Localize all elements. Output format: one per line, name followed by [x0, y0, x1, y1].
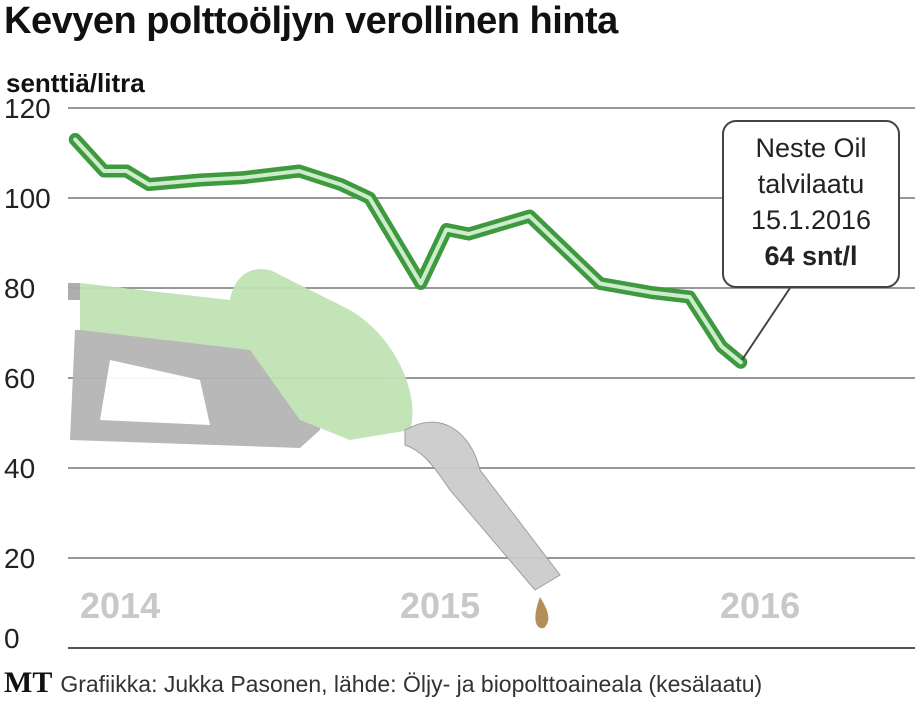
y-tick-label: 0	[4, 623, 20, 654]
y-tick-label: 100	[4, 183, 51, 214]
x-tick-label: 2014	[80, 585, 160, 626]
callout-pointer	[741, 287, 791, 361]
callout-line2: talvilaatu	[757, 169, 865, 199]
callout-line1: Neste Oil	[755, 133, 867, 163]
annotation-callout: Neste Oil talvilaatu 15.1.2016 64 snt/l	[722, 120, 900, 288]
y-tick-label: 80	[4, 273, 35, 304]
callout-value: 64 snt/l	[764, 241, 858, 271]
drop-icon	[535, 597, 549, 629]
y-tick-label: 60	[4, 363, 35, 394]
chart-title: Kevyen polttoöljyn verollinen hinta	[4, 0, 618, 42]
y-tick-label: 20	[4, 543, 35, 574]
footer: MT Grafiikka: Jukka Pasonen, lähde: Öljy-…	[4, 666, 762, 700]
y-axis-label: senttiä/litra	[6, 68, 145, 98]
price-line-highlight	[73, 137, 743, 365]
mt-logo: MT	[4, 666, 53, 699]
y-tick-label: 120	[4, 93, 51, 124]
callout-line3: 15.1.2016	[750, 205, 872, 235]
y-tick-label: 40	[4, 453, 35, 484]
fuel-nozzle-illustration	[68, 268, 561, 629]
x-tick-label: 2016	[720, 585, 800, 626]
x-tick-label: 2015	[400, 585, 480, 626]
credit: Grafiikka: Jukka Pasonen, lähde: Öljy- j…	[60, 671, 763, 697]
